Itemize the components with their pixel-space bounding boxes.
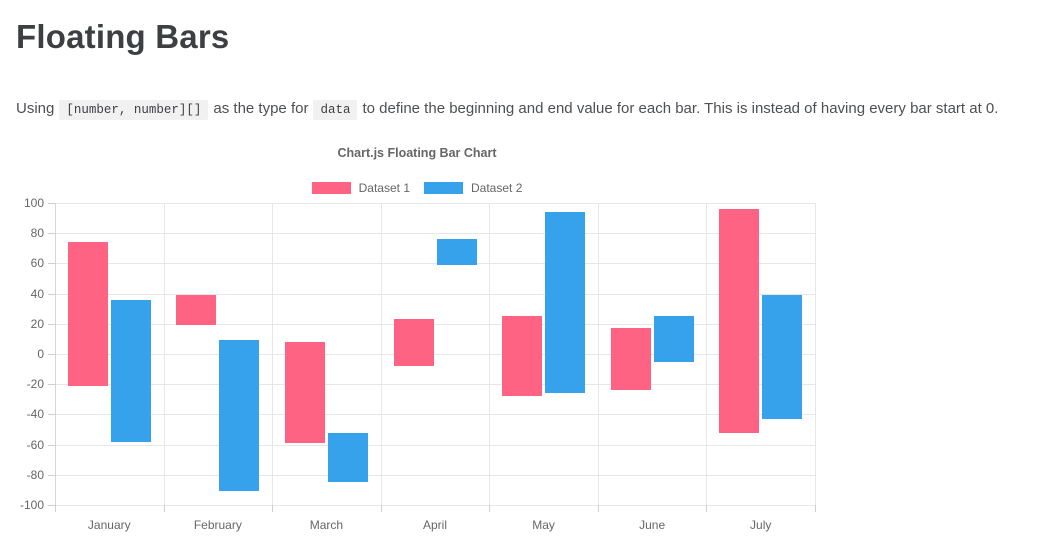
legend-swatch-dataset-2-icon: [424, 181, 463, 194]
y-tick-mark: [48, 354, 55, 355]
x-tick-label: May: [532, 518, 555, 532]
y-tick-label: -80: [26, 467, 44, 482]
y-tick-mark: [48, 323, 55, 325]
y-tick-label: 40: [30, 286, 44, 301]
y-gridline: [55, 444, 815, 446]
inline-code-data: data: [313, 100, 358, 120]
chart-title: Chart.js Floating Bar Chart: [337, 146, 497, 160]
x-gridline: [706, 203, 708, 505]
y-tick-mark: [48, 384, 55, 386]
y-tick-label: -100: [19, 498, 44, 512]
x-tick-mark: [489, 505, 491, 512]
x-gridline: [489, 203, 491, 505]
bar-dataset-2-july[interactable]: [762, 295, 803, 419]
intro-paragraph: Using [number, number][] as the type for da…: [16, 96, 1054, 123]
y-tick-mark: [48, 444, 55, 446]
bar-dataset-1-july[interactable]: [719, 209, 760, 433]
legend-item-dataset-1[interactable]: Dataset 1: [311, 180, 410, 195]
bar-dataset-1-may[interactable]: [502, 316, 543, 397]
legend-label-dataset-1: Dataset 1: [358, 180, 410, 195]
inline-code-type: [number, number][]: [59, 100, 209, 120]
legend-label-dataset-2: Dataset 2: [471, 180, 523, 195]
bar-dataset-1-april[interactable]: [393, 319, 434, 367]
y-tick-label: 60: [30, 256, 44, 271]
y-gridline: [55, 323, 815, 325]
y-tick-mark: [48, 233, 55, 235]
x-tick-mark: [815, 505, 816, 512]
y-gridline: [55, 414, 815, 416]
x-tick-mark: [55, 505, 56, 512]
y-tick-label: 100: [23, 196, 44, 210]
bar-dataset-1-june[interactable]: [610, 328, 651, 391]
y-tick-mark: [48, 293, 55, 295]
page-title: Floating Bars: [16, 18, 230, 55]
y-tick-label: 80: [30, 226, 44, 241]
y-tick-mark: [48, 505, 55, 506]
x-tick-label: February: [193, 518, 242, 532]
x-tick-mark: [706, 505, 708, 512]
x-gridline: [163, 203, 165, 505]
legend-item-dataset-2[interactable]: Dataset 2: [424, 181, 522, 195]
y-tick-label: -60: [26, 437, 44, 452]
y-gridline: [55, 293, 815, 295]
bar-dataset-1-january[interactable]: [67, 242, 108, 386]
intro-text-3: to define the beginning and end value fo…: [362, 100, 999, 117]
y-tick-label: 20: [30, 316, 44, 331]
y-tick-mark: [48, 203, 55, 204]
bar-dataset-2-may[interactable]: [545, 212, 586, 394]
y-tick-label: -40: [26, 407, 44, 422]
bar-dataset-2-march[interactable]: [327, 432, 368, 483]
x-gridline: [815, 203, 816, 505]
y-tick-mark: [48, 414, 55, 416]
x-tick-label: March: [309, 518, 344, 532]
x-tick-mark: [163, 505, 165, 512]
y-gridline: [55, 474, 815, 476]
x-tick-label: July: [750, 518, 772, 532]
legend-swatch-dataset-1-icon: [311, 181, 351, 194]
y-tick-label: 0: [37, 347, 44, 361]
x-gridline: [55, 203, 56, 505]
chart-legend: Dataset 1 Dataset 2: [0, 180, 834, 195]
y-tick-mark: [48, 263, 55, 265]
x-tick-label: January: [87, 518, 131, 532]
y-tick-mark: [48, 474, 55, 476]
intro-text-2: as the type for: [213, 100, 309, 117]
bar-dataset-2-february[interactable]: [219, 340, 260, 492]
x-tick-label: April: [422, 518, 448, 532]
x-gridline: [380, 203, 382, 505]
bar-dataset-1-february[interactable]: [176, 295, 217, 326]
x-gridline: [597, 203, 599, 505]
y-gridline: [55, 263, 815, 265]
y-gridline: [55, 203, 815, 204]
y-gridline: [55, 233, 815, 235]
bar-dataset-1-march[interactable]: [284, 341, 325, 444]
y-gridline: [55, 354, 815, 355]
x-tick-mark: [597, 505, 599, 512]
bar-dataset-2-january[interactable]: [110, 299, 151, 442]
bar-dataset-2-june[interactable]: [653, 316, 694, 362]
y-gridline: [55, 384, 815, 386]
intro-text-1: Using: [16, 100, 55, 117]
x-tick-label: June: [639, 518, 666, 532]
y-tick-label: -20: [26, 377, 44, 392]
x-gridline: [272, 203, 274, 505]
x-tick-mark: [380, 505, 382, 512]
x-tick-mark: [272, 505, 274, 512]
y-gridline: [55, 505, 815, 506]
bar-dataset-2-april[interactable]: [436, 239, 477, 265]
